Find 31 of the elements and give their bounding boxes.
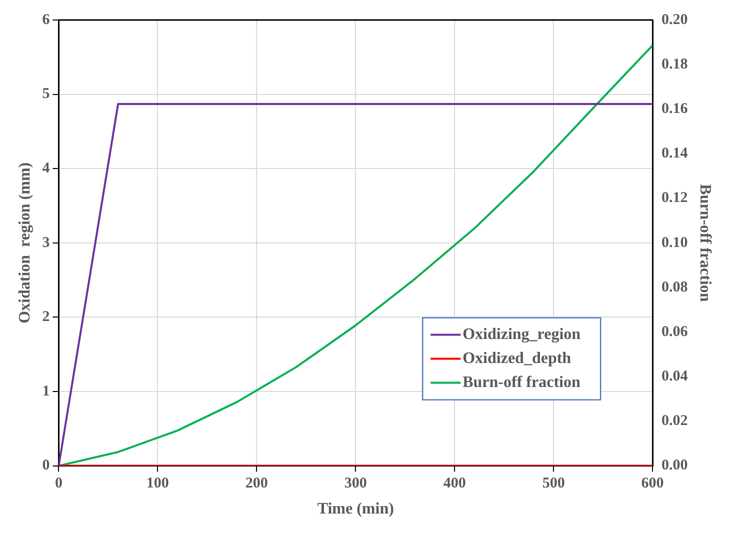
legend-label: Oxidized_depth [462,350,572,367]
y2-tick-label: 0.20 [662,12,688,28]
y-tick-label: 5 [42,86,50,102]
y-tick-label: 2 [42,309,50,326]
y2-tick-label: 0.18 [662,56,688,72]
x-tick-label: 100 [146,476,169,492]
y2-tick-label: 0.16 [662,101,688,118]
y2-tick-label: 0.10 [662,234,688,251]
x-tick-label: 0 [54,476,62,492]
y2-tick-label: 0.04 [662,368,688,385]
y-tick-label: 6 [42,12,50,28]
y2-axis-title: Burn-off fraction [696,184,714,302]
y2-tick-label: 0.00 [662,458,688,474]
y2-tick-label: 0.08 [662,279,688,296]
legend-label: Oxidizing_region [462,326,581,343]
y-tick-label: 0 [42,458,50,474]
y2-tick-label: 0.06 [662,324,688,340]
y-axis-title: Oxidation region (mm) [16,162,34,324]
x-axis-title: Time (min) [317,500,394,518]
y-tick-label: 3 [42,234,50,251]
x-tick-label: 500 [542,476,565,492]
y-tick-label: 4 [42,160,50,176]
x-tick-label: 300 [344,476,367,492]
y2-tick-label: 0.14 [662,146,688,162]
legend-label: Burn-off fraction [462,374,580,391]
y2-tick-label: 0.02 [662,413,688,430]
x-tick-label: 400 [443,476,466,492]
x-tick-label: 600 [641,476,664,492]
y-tick-label: 1 [42,383,50,400]
y2-tick-label: 0.12 [662,190,688,206]
x-tick-label: 200 [245,476,268,492]
